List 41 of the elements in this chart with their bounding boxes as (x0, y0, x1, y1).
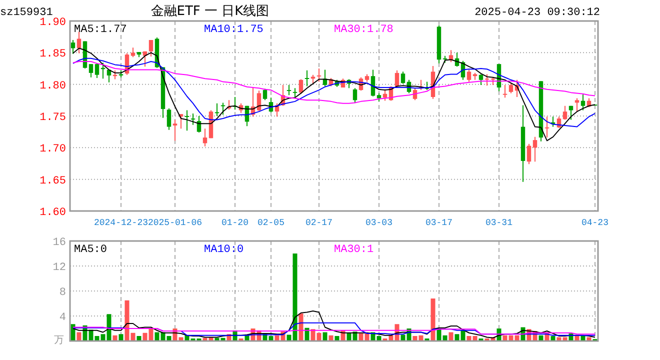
bar (76, 332, 82, 341)
bar (322, 332, 328, 341)
bar (430, 298, 436, 341)
y-tick-label: 1.65 (40, 175, 66, 188)
line-series (72, 310, 596, 338)
text: MA30:1 (334, 244, 374, 256)
x-tick-label: 02-17 (305, 218, 333, 228)
bar (136, 336, 142, 341)
y-tick-label: 1.60 (40, 207, 66, 219)
y-tick-label: 1.80 (40, 80, 66, 92)
y-tick-label: 16 (52, 237, 66, 249)
bar (334, 336, 340, 341)
y-tick-label: 1.85 (40, 48, 66, 61)
y-tick-label: 8 (59, 287, 66, 299)
y-tick-label: 4 (59, 312, 66, 324)
text: MA30:1.78 (334, 24, 394, 36)
y-tick-label: 1.70 (40, 144, 66, 156)
x-tick-label: 01-20 (221, 218, 249, 228)
text: MA10:1.75 (204, 24, 264, 36)
line-series (72, 326, 596, 335)
y-tick-label: 1.75 (40, 112, 66, 124)
text: MA5:0 (74, 244, 108, 256)
y-axis-title: 万 (54, 335, 64, 346)
bar (550, 336, 556, 341)
x-tick-label: 03-17 (425, 218, 453, 228)
x-tick-label: 2025-01-06 (148, 218, 202, 228)
x-tick-label: 2024-12-23 (94, 218, 148, 228)
chart-title: 金融ETF 一 日K线图 (150, 4, 270, 19)
x-tick-label: 03-31 (485, 218, 513, 228)
x-tick-label: 03-03 (365, 218, 393, 228)
bar (70, 324, 76, 341)
chart-subtitle: sz159931 (0, 7, 54, 19)
text: 2025-04-23 09:30:12 (474, 7, 600, 19)
text: MA10:0 (204, 244, 244, 256)
bar (448, 332, 454, 341)
bar (118, 334, 124, 341)
x-tick-label: 02-05 (257, 218, 285, 228)
y-tick-label: 1.90 (40, 17, 66, 29)
y-tick-label: 12 (52, 262, 66, 274)
x-tick-label: 04-23 (581, 218, 609, 228)
series-label: MA5:1.77 (74, 24, 127, 36)
